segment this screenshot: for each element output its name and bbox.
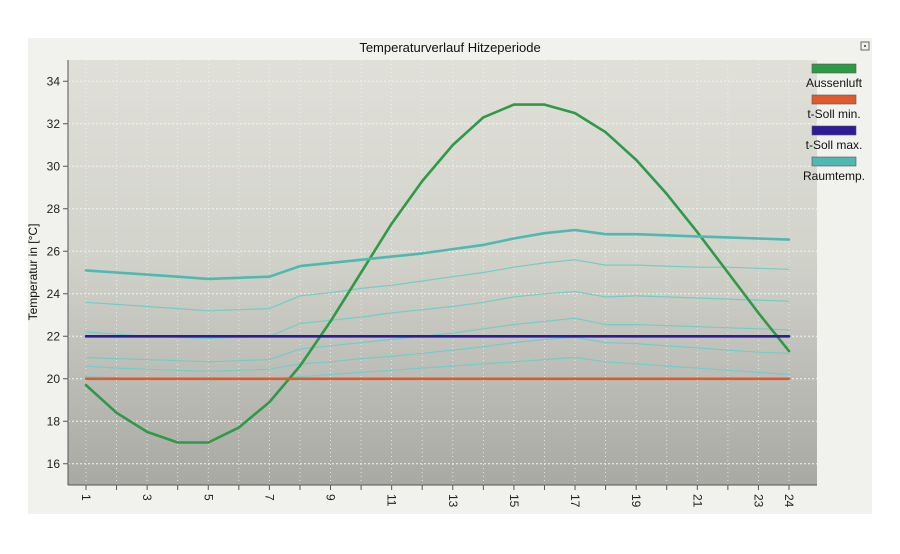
- chart-frame: 16 18 20 22 24 26 28 30 32 34 1 3 5 7 9 11 13 15 17 19 21 23…: [28, 38, 872, 514]
- x-tick-label: 19: [629, 494, 643, 508]
- legend-swatch: [811, 94, 857, 105]
- series-line-raumtemp-zone-6: [85, 317, 790, 363]
- y-tick-label: 26: [47, 244, 61, 258]
- y-tick-label: 20: [47, 372, 61, 386]
- chart-title: Temperaturverlauf Hitzeperiode: [359, 40, 540, 55]
- y-ticks: 16 18 20 22 24 26 28 30 32 34: [47, 74, 68, 471]
- x-tick-label: 23: [751, 494, 765, 508]
- y-tick-label: 16: [47, 457, 61, 471]
- legend-swatch: [811, 156, 857, 167]
- series-line-aussenluft: [84, 103, 791, 444]
- x-tick-label: 5: [201, 494, 215, 501]
- x-tick-label: 15: [507, 494, 521, 508]
- series-group: [84, 103, 791, 444]
- legend-swatch: [811, 125, 857, 136]
- series-line-raumtemp-zone-5: [85, 291, 790, 339]
- y-tick-label: 34: [47, 74, 61, 88]
- y-tick-label: 24: [47, 287, 61, 301]
- legend-label: t-Soll min.: [807, 107, 860, 121]
- y-tick-label: 30: [47, 159, 61, 173]
- x-tick-label: 7: [262, 494, 276, 501]
- legend: Aussenluft t-Soll min. t-Soll max. Raumtemp…: [803, 63, 865, 183]
- x-tick-label: 13: [446, 494, 460, 508]
- x-ticks: 1 3 5 7 9 11 13 15 17 19 21 23 24: [79, 485, 796, 508]
- x-tick-label: 17: [568, 494, 582, 508]
- y-tick-label: 22: [47, 329, 61, 343]
- y-tick-label: 28: [47, 202, 61, 216]
- series-line-raumtemp-zone-4: [85, 259, 790, 312]
- legend-label: Raumtemp.: [803, 169, 865, 183]
- legend-label: Aussenluft: [806, 76, 863, 90]
- x-tick-label: 21: [690, 494, 704, 508]
- series-line-raumtemp-zone-7: [85, 336, 790, 372]
- plot-area: [68, 60, 817, 485]
- x-tick-label: 11: [385, 494, 399, 507]
- close-icon[interactable]: [860, 41, 870, 51]
- series-line-raumtemp: [84, 228, 791, 281]
- legend-label: t-Soll max.: [806, 138, 863, 152]
- x-tick-label: 3: [140, 494, 154, 501]
- y-axis-label: Temperatur in [°C]: [28, 224, 40, 321]
- legend-swatch: [811, 63, 857, 74]
- x-tick-label: 1: [79, 494, 93, 501]
- x-tick-label: 24: [782, 494, 796, 508]
- y-tick-label: 18: [47, 414, 61, 428]
- y-tick-label: 32: [47, 117, 61, 131]
- x-tick-label: 9: [324, 494, 338, 501]
